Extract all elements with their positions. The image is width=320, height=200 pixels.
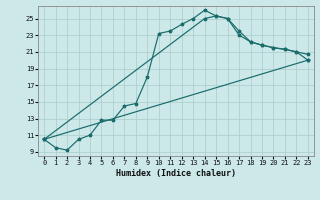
X-axis label: Humidex (Indice chaleur): Humidex (Indice chaleur) bbox=[116, 169, 236, 178]
